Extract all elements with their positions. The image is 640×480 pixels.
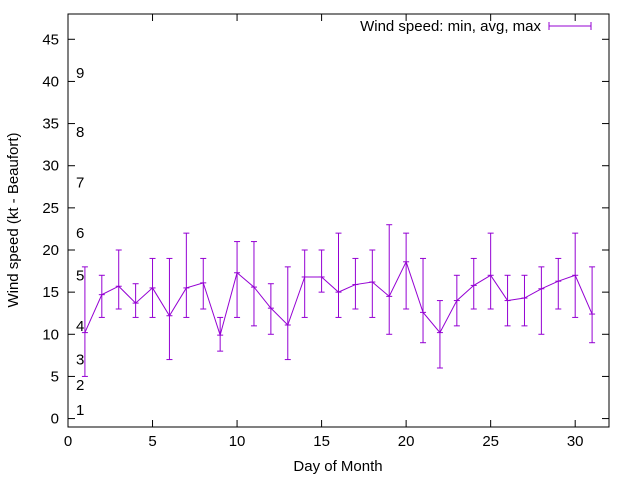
error-bars (81, 224, 596, 377)
legend-label: Wind speed: min, avg, max (360, 18, 541, 35)
legend: Wind speed: min, avg, max (360, 18, 592, 35)
y-axis-label: Wind speed (kt - Beaufort) (5, 132, 22, 307)
beaufort-label: 1 (76, 402, 84, 419)
y-tick-label: 0 (51, 411, 59, 428)
x-axis-label: Day of Month (293, 458, 382, 475)
x-tick-label: 25 (482, 433, 499, 450)
beaufort-label: 9 (76, 65, 84, 82)
y-tick-label: 35 (42, 116, 59, 133)
y-tick-label: 40 (42, 73, 59, 90)
beaufort-labels: 1 2 3 4 5 6 7 8 9 (76, 65, 84, 419)
beaufort-label: 2 (76, 377, 84, 394)
y-tick-label: 45 (42, 31, 59, 48)
y-tick-label: 15 (42, 284, 59, 301)
x-tick-label: 5 (148, 433, 156, 450)
beaufort-label: 6 (76, 225, 84, 242)
x-tick-label: 30 (567, 433, 584, 450)
y-tick-label: 25 (42, 200, 59, 217)
x-tick-label: 0 (64, 433, 72, 450)
x-tick-label: 20 (398, 433, 415, 450)
x-axis: 0 5 10 15 20 25 30 (64, 14, 584, 450)
y-tick-label: 10 (42, 326, 59, 343)
beaufort-label: 8 (76, 124, 84, 141)
y-tick-label: 30 (42, 158, 59, 175)
y-tick-label: 20 (42, 242, 59, 259)
x-tick-label: 10 (229, 433, 246, 450)
plot-frame (67, 13, 610, 428)
avg-line (84, 260, 593, 337)
series-lines (84, 260, 593, 337)
beaufort-label: 5 (76, 267, 84, 284)
beaufort-label: 3 (76, 352, 84, 369)
x-tick-label: 15 (313, 433, 330, 450)
beaufort-label: 4 (76, 318, 84, 335)
beaufort-label: 7 (76, 175, 84, 192)
y-tick-label: 5 (51, 368, 59, 385)
